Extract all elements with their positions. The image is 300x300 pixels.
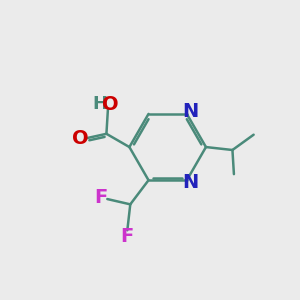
Text: O: O: [102, 95, 119, 114]
Text: F: F: [94, 188, 107, 207]
Text: N: N: [182, 102, 199, 121]
Text: F: F: [120, 227, 134, 246]
Text: O: O: [72, 129, 89, 148]
Text: N: N: [182, 173, 199, 192]
Text: H: H: [92, 95, 107, 113]
